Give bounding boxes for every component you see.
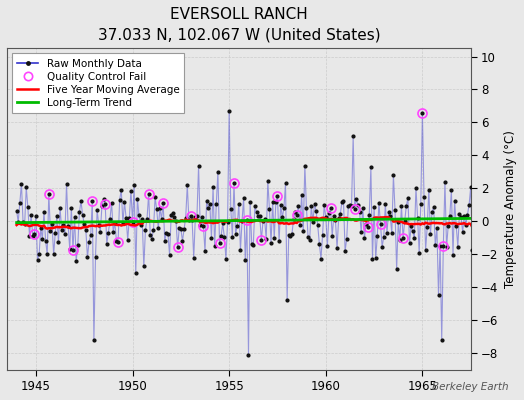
Text: Berkeley Earth: Berkeley Earth xyxy=(432,382,508,392)
Title: EVERSOLL RANCH
37.033 N, 102.067 W (United States): EVERSOLL RANCH 37.033 N, 102.067 W (Unit… xyxy=(97,7,380,43)
Legend: Raw Monthly Data, Quality Control Fail, Five Year Moving Average, Long-Term Tren: Raw Monthly Data, Quality Control Fail, … xyxy=(12,54,184,113)
Y-axis label: Temperature Anomaly (°C): Temperature Anomaly (°C) xyxy=(504,130,517,288)
